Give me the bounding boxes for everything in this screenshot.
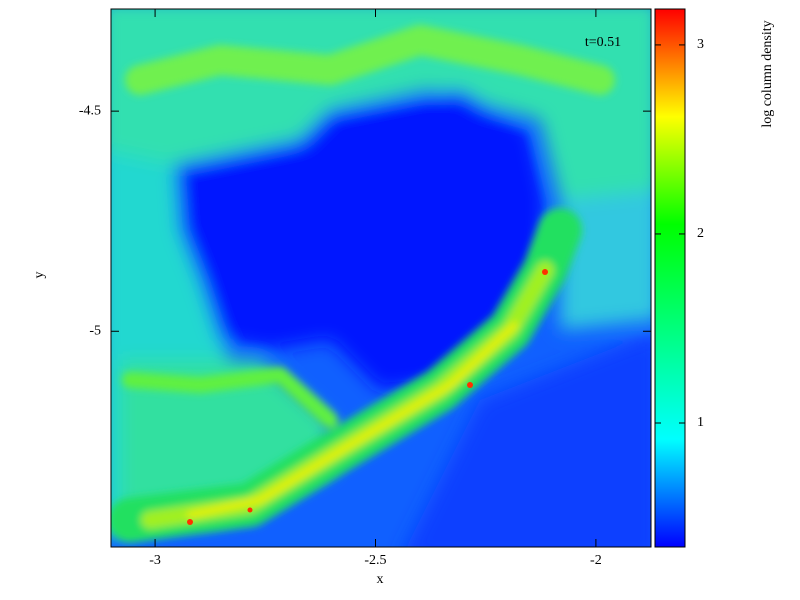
colorbar-tick-label: 1 xyxy=(697,415,704,430)
density-image xyxy=(111,9,651,547)
y-tick-label: -5 xyxy=(89,323,101,338)
y-tick-label: -4.5 xyxy=(79,103,101,118)
time-annotation: t=0.51 xyxy=(585,35,621,50)
x-tick-label: -2.5 xyxy=(364,553,386,568)
colorbar-tick-label: 3 xyxy=(697,37,704,52)
colorbar xyxy=(654,8,686,548)
plot-frame xyxy=(110,8,652,548)
y-axis-label: y xyxy=(32,272,47,279)
x-axis-label: x xyxy=(377,572,384,587)
colorbar-tick-label: 2 xyxy=(697,226,704,241)
colorbar-label: log column density xyxy=(760,20,775,127)
x-tick-label: -3 xyxy=(149,553,161,568)
x-tick-label: -2 xyxy=(590,553,602,568)
